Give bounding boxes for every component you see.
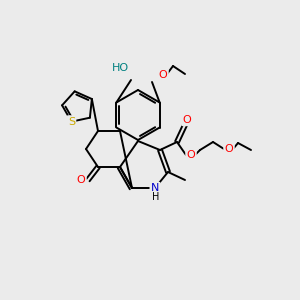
Text: O: O xyxy=(225,144,233,154)
Text: S: S xyxy=(68,117,75,127)
Text: S: S xyxy=(68,117,75,127)
Text: O: O xyxy=(159,70,167,80)
Text: O: O xyxy=(76,175,85,185)
Text: H: H xyxy=(152,192,160,202)
Text: H: H xyxy=(152,192,160,202)
Text: N: N xyxy=(151,183,159,193)
Text: HO: HO xyxy=(111,63,129,73)
Text: N: N xyxy=(151,183,159,193)
Text: O: O xyxy=(225,144,233,154)
Text: O: O xyxy=(76,175,85,185)
Text: O: O xyxy=(159,70,167,80)
Text: O: O xyxy=(187,150,195,160)
Text: HO: HO xyxy=(111,63,129,73)
Text: O: O xyxy=(187,150,195,160)
Text: O: O xyxy=(183,115,191,125)
Text: O: O xyxy=(183,115,191,125)
